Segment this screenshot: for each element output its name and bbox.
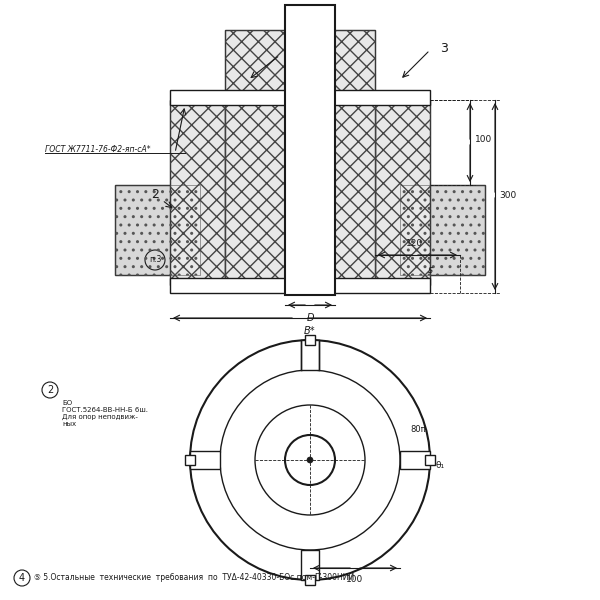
Text: D: D	[306, 313, 314, 323]
Bar	[305, 575, 315, 585]
Text: БО
ГОСТ.5264-ВВ-НН-Б 6ш.
Для опор неподвиж-
ных: БО ГОСТ.5264-ВВ-НН-Б 6ш. Для опор неподв…	[62, 400, 148, 427]
Text: 2: 2	[47, 385, 53, 395]
Bar	[225, 30, 375, 285]
Text: s: s	[427, 265, 433, 275]
Bar	[225, 30, 375, 285]
Bar	[190, 451, 220, 469]
Bar	[375, 100, 430, 285]
Bar	[425, 455, 435, 465]
Text: 300: 300	[499, 191, 516, 199]
Text: 1: 1	[283, 46, 291, 58]
Bar	[301, 550, 319, 580]
Text: 80π: 80π	[410, 425, 425, 434]
Text: п.3: п.3	[149, 256, 161, 265]
Text: ГОСТ Ж7711-76-Ф2-яп-сА*: ГОСТ Ж7711-76-Ф2-яп-сА*	[45, 145, 151, 154]
Bar	[301, 340, 319, 370]
Bar	[400, 451, 430, 469]
Text: ⑤ 5.Остальные  технические  требования  по  ТУΔ-42-40330-БОс пом-Г-̓300НИИ: ⑤ 5.Остальные технические требования по …	[34, 574, 354, 583]
Bar	[170, 100, 225, 285]
Circle shape	[307, 457, 313, 463]
Bar	[115, 185, 200, 275]
Text: 100: 100	[475, 136, 492, 145]
Text: 4: 4	[19, 573, 25, 583]
Text: 120: 120	[406, 239, 424, 248]
Bar	[170, 90, 430, 105]
Text: 3: 3	[440, 41, 448, 55]
Bar	[170, 100, 225, 285]
Bar	[170, 278, 430, 293]
Bar	[285, 5, 335, 295]
Bar	[375, 100, 430, 285]
Bar	[115, 185, 200, 275]
Bar	[400, 185, 485, 275]
Text: Dн: Dн	[303, 5, 317, 15]
Bar	[305, 335, 315, 345]
Bar	[185, 455, 195, 465]
Text: 2: 2	[151, 188, 159, 202]
Text: θ₁: θ₁	[435, 461, 444, 469]
Text: 100: 100	[346, 575, 364, 584]
Text: B*: B*	[304, 326, 316, 336]
Bar	[400, 185, 485, 275]
